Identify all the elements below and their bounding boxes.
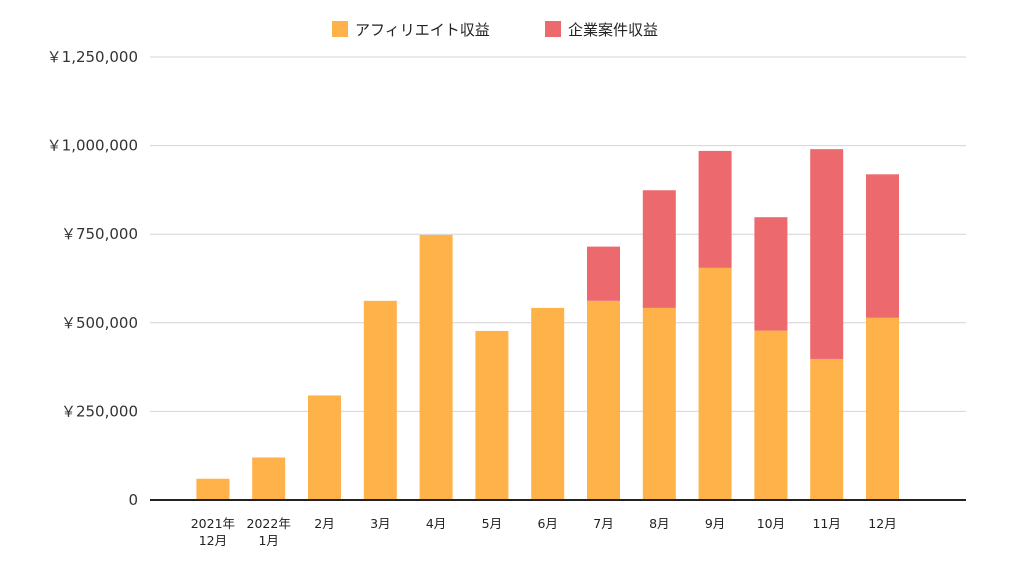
y-tick-label: 0 [128, 491, 138, 509]
bar-sponsored-9 [698, 150, 732, 268]
x-axis-tick-labels: 2021年 12月 2022年 1月 2月 3月 4月 5月 6月 7月 8月 9月 10月 11月 12月 [191, 516, 897, 548]
bar-affiliate-2 [308, 395, 341, 500]
bar-affiliate-1 [252, 457, 286, 500]
y-tick-label: ￥750,000 [61, 225, 138, 243]
bar-affiliate-8 [642, 307, 676, 500]
y-tick-label: ￥500,000 [61, 314, 138, 332]
bar-affiliate-12 [866, 317, 899, 500]
bar-sponsored-10 [754, 217, 788, 331]
bar-affiliate-9 [698, 267, 732, 500]
x-tick-label: 8月 [649, 516, 669, 531]
x-tick-label: 12月 [868, 516, 896, 531]
bar-affiliate-11 [810, 358, 844, 500]
x-tick-label: 10月 [757, 516, 785, 531]
y-tick-label: ￥250,000 [61, 402, 138, 420]
legend: アフィリエイト収益 企業案件収益 [332, 21, 658, 39]
bar-affiliate-4 [419, 234, 453, 500]
x-tick-label: 9月 [705, 516, 725, 531]
bar-affiliate-3 [363, 300, 397, 500]
x-tick-label: 2021年 12月 [191, 516, 235, 548]
bar-affiliate-5 [475, 330, 509, 500]
legend-label-0: アフィリエイト収益 [355, 21, 490, 39]
legend-label-1: 企業案件収益 [568, 21, 658, 39]
bar-affiliate-7 [587, 300, 620, 500]
bar-sponsored-8 [642, 190, 676, 308]
y-axis-tick-labels: 0 ￥250,000 ￥500,000 ￥750,000 ￥1,000,000 ￥1,25… [47, 48, 138, 509]
bar-sponsored-7 [587, 246, 620, 301]
legend-swatch-1 [545, 21, 561, 37]
x-tick-label: 2022年 1月 [247, 516, 291, 548]
x-tick-label: 3月 [370, 516, 390, 531]
legend-swatch-0 [332, 21, 348, 37]
y-tick-label: ￥1,250,000 [47, 48, 138, 66]
bar-affiliate-6 [531, 307, 565, 500]
x-tick-label: 2月 [314, 516, 334, 531]
y-tick-label: ￥1,000,000 [47, 137, 138, 155]
x-tick-label: 7月 [593, 516, 613, 531]
x-tick-label: 11月 [812, 516, 840, 531]
x-tick-label: 6月 [537, 516, 557, 531]
bar-sponsored-12 [866, 174, 899, 318]
bars [196, 149, 899, 500]
bar-sponsored-11 [810, 149, 844, 359]
bar-affiliate-10 [754, 330, 788, 500]
x-tick-label: 5月 [482, 516, 502, 531]
x-tick-label: 4月 [426, 516, 446, 531]
bar-affiliate-0 [196, 478, 230, 500]
